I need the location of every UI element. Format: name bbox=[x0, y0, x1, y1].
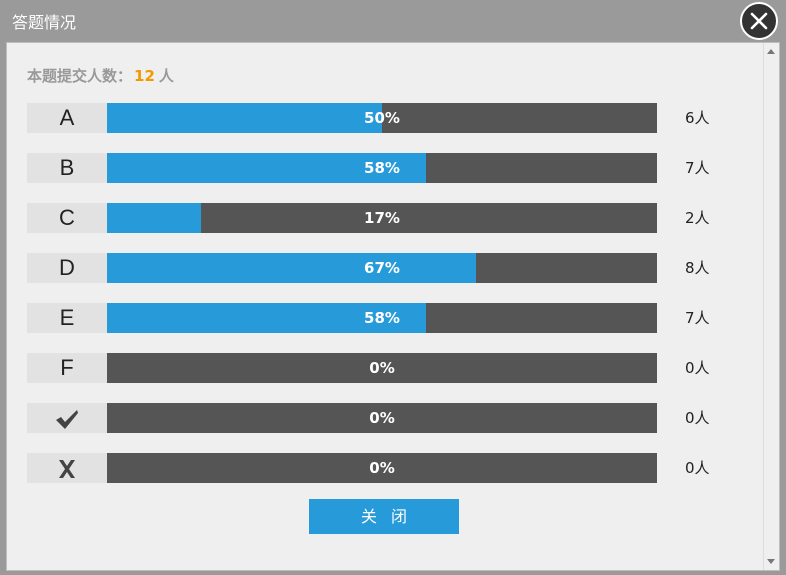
people-count: 0人 bbox=[685, 459, 710, 477]
close-button[interactable]: 关闭 bbox=[309, 499, 459, 534]
people-count: 6人 bbox=[685, 109, 710, 127]
scroll-up-icon[interactable] bbox=[767, 49, 775, 54]
progress-bar: 0% bbox=[107, 353, 657, 383]
option-label: A bbox=[27, 103, 107, 133]
people-count: 7人 bbox=[685, 309, 710, 327]
people-count: 8人 bbox=[685, 259, 710, 277]
people-count: 7人 bbox=[685, 159, 710, 177]
percent-label: 58% bbox=[364, 159, 400, 177]
percent-label: 0% bbox=[369, 359, 395, 377]
people-count: 0人 bbox=[685, 409, 710, 427]
scrollbar[interactable] bbox=[763, 43, 779, 570]
option-row: A 50% 6人 bbox=[27, 103, 727, 133]
cross-icon bbox=[59, 460, 75, 479]
progress-fill bbox=[107, 203, 201, 233]
option-row: 0% 0人 bbox=[27, 403, 727, 433]
progress-bar: 58% bbox=[107, 303, 657, 333]
percent-label: 58% bbox=[364, 309, 400, 327]
progress-bar: 58% bbox=[107, 153, 657, 183]
option-label: C bbox=[27, 203, 107, 233]
progress-fill bbox=[107, 253, 476, 283]
dialog-title: 答题情况 bbox=[12, 13, 77, 32]
option-row: F 0% 0人 bbox=[27, 353, 727, 383]
content-panel: 本题提交人数： 12 人 A 50% 6人 B 58% 7人 C 17% 2人 D … bbox=[6, 42, 780, 571]
progress-fill bbox=[107, 303, 426, 333]
summary-label: 本题提交人数： bbox=[27, 67, 133, 85]
progress-fill bbox=[107, 153, 426, 183]
close-icon[interactable] bbox=[740, 2, 778, 40]
option-label: B bbox=[27, 153, 107, 183]
percent-label: 17% bbox=[364, 209, 400, 227]
title-bar: 答题情况 bbox=[0, 0, 786, 42]
progress-bar: 17% bbox=[107, 203, 657, 233]
progress-bar: 67% bbox=[107, 253, 657, 283]
option-row: B 58% 7人 bbox=[27, 153, 727, 183]
percent-label: 50% bbox=[364, 109, 400, 127]
summary-unit: 人 bbox=[158, 67, 174, 85]
option-label bbox=[27, 453, 107, 483]
progress-bar: 0% bbox=[107, 453, 657, 483]
percent-label: 0% bbox=[369, 409, 395, 427]
scroll-down-icon[interactable] bbox=[767, 559, 775, 564]
option-label: E bbox=[27, 303, 107, 333]
people-count: 0人 bbox=[685, 359, 710, 377]
submission-count: 12 bbox=[134, 67, 155, 85]
option-row: E 58% 7人 bbox=[27, 303, 727, 333]
percent-label: 67% bbox=[364, 259, 400, 277]
progress-bar: 0% bbox=[107, 403, 657, 433]
submission-summary: 本题提交人数： 12 人 bbox=[27, 65, 174, 86]
option-label bbox=[27, 403, 107, 433]
progress-bar: 50% bbox=[107, 103, 657, 133]
people-count: 2人 bbox=[685, 209, 710, 227]
checkmark-icon bbox=[56, 410, 78, 430]
option-label: D bbox=[27, 253, 107, 283]
option-row: D 67% 8人 bbox=[27, 253, 727, 283]
option-row: C 17% 2人 bbox=[27, 203, 727, 233]
option-row: 0% 0人 bbox=[27, 453, 727, 483]
option-label: F bbox=[27, 353, 107, 383]
progress-fill bbox=[107, 103, 382, 133]
percent-label: 0% bbox=[369, 459, 395, 477]
